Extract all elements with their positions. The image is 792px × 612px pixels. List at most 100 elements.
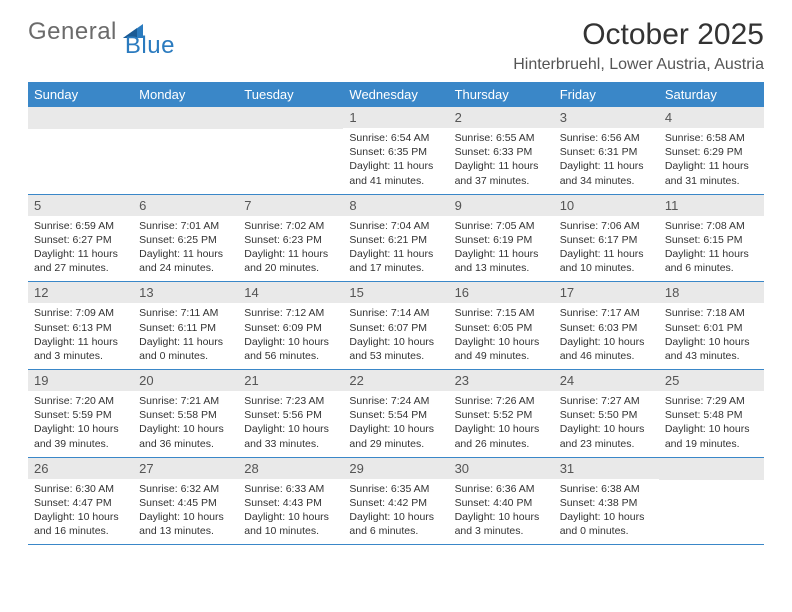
day-line: Sunset: 4:38 PM: [560, 496, 653, 510]
day-number: 29: [343, 458, 448, 479]
day-line: Daylight: 11 hours: [349, 159, 442, 173]
day-content: Sunrise: 6:38 AMSunset: 4:38 PMDaylight:…: [554, 479, 659, 545]
day-line: Sunset: 4:47 PM: [34, 496, 127, 510]
day-number: 31: [554, 458, 659, 479]
day-line: Sunrise: 7:17 AM: [560, 306, 653, 320]
day-content: Sunrise: 7:01 AMSunset: 6:25 PMDaylight:…: [133, 216, 238, 282]
day-line: Sunset: 6:23 PM: [244, 233, 337, 247]
day-line: Sunset: 6:15 PM: [665, 233, 758, 247]
day-line: and 0 minutes.: [139, 349, 232, 363]
day-number: 5: [28, 195, 133, 216]
weekday-header: Thursday: [449, 82, 554, 107]
day-cell: 29Sunrise: 6:35 AMSunset: 4:42 PMDayligh…: [343, 458, 448, 545]
day-line: and 6 minutes.: [665, 261, 758, 275]
day-line: Sunset: 6:13 PM: [34, 321, 127, 335]
day-line: Sunset: 6:27 PM: [34, 233, 127, 247]
day-line: Sunset: 4:40 PM: [455, 496, 548, 510]
day-number: 17: [554, 282, 659, 303]
day-line: Sunrise: 6:55 AM: [455, 131, 548, 145]
day-cell: 9Sunrise: 7:05 AMSunset: 6:19 PMDaylight…: [449, 195, 554, 282]
day-cell: 25Sunrise: 7:29 AMSunset: 5:48 PMDayligh…: [659, 370, 764, 457]
day-line: and 39 minutes.: [34, 437, 127, 451]
day-line: Daylight: 11 hours: [34, 247, 127, 261]
day-line: and 6 minutes.: [349, 524, 442, 538]
day-line: and 23 minutes.: [560, 437, 653, 451]
day-content: Sunrise: 7:27 AMSunset: 5:50 PMDaylight:…: [554, 391, 659, 457]
day-line: and 19 minutes.: [665, 437, 758, 451]
day-content: Sunrise: 6:55 AMSunset: 6:33 PMDaylight:…: [449, 128, 554, 194]
day-cell: 7Sunrise: 7:02 AMSunset: 6:23 PMDaylight…: [238, 195, 343, 282]
brand-part2: Blue: [125, 32, 175, 60]
day-content: [659, 480, 764, 489]
day-line: Sunrise: 6:38 AM: [560, 482, 653, 496]
day-content: Sunrise: 6:58 AMSunset: 6:29 PMDaylight:…: [659, 128, 764, 194]
weekday-header-row: SundayMondayTuesdayWednesdayThursdayFrid…: [28, 82, 764, 107]
day-line: Daylight: 10 hours: [244, 510, 337, 524]
day-cell: 21Sunrise: 7:23 AMSunset: 5:56 PMDayligh…: [238, 370, 343, 457]
day-line: Sunset: 5:50 PM: [560, 408, 653, 422]
day-line: Sunset: 5:59 PM: [34, 408, 127, 422]
day-cell: 18Sunrise: 7:18 AMSunset: 6:01 PMDayligh…: [659, 282, 764, 369]
day-line: Sunset: 5:52 PM: [455, 408, 548, 422]
day-number: 30: [449, 458, 554, 479]
day-content: [238, 129, 343, 138]
day-line: Sunrise: 7:01 AM: [139, 219, 232, 233]
day-cell: 23Sunrise: 7:26 AMSunset: 5:52 PMDayligh…: [449, 370, 554, 457]
day-line: and 56 minutes.: [244, 349, 337, 363]
day-line: Daylight: 11 hours: [455, 247, 548, 261]
day-line: Daylight: 11 hours: [34, 335, 127, 349]
day-line: Sunset: 6:01 PM: [665, 321, 758, 335]
day-cell: 4Sunrise: 6:58 AMSunset: 6:29 PMDaylight…: [659, 107, 764, 194]
day-line: Sunset: 5:48 PM: [665, 408, 758, 422]
day-line: and 26 minutes.: [455, 437, 548, 451]
day-content: Sunrise: 6:56 AMSunset: 6:31 PMDaylight:…: [554, 128, 659, 194]
day-line: Sunset: 6:33 PM: [455, 145, 548, 159]
day-line: and 16 minutes.: [34, 524, 127, 538]
day-line: Daylight: 10 hours: [560, 422, 653, 436]
day-line: Sunset: 5:56 PM: [244, 408, 337, 422]
day-line: Daylight: 10 hours: [349, 510, 442, 524]
day-line: Sunset: 4:42 PM: [349, 496, 442, 510]
day-number: 2: [449, 107, 554, 128]
day-line: Sunrise: 7:24 AM: [349, 394, 442, 408]
day-line: Sunrise: 7:09 AM: [34, 306, 127, 320]
day-cell: 27Sunrise: 6:32 AMSunset: 4:45 PMDayligh…: [133, 458, 238, 545]
day-line: Daylight: 10 hours: [244, 422, 337, 436]
day-content: Sunrise: 7:02 AMSunset: 6:23 PMDaylight:…: [238, 216, 343, 282]
day-line: Daylight: 10 hours: [455, 422, 548, 436]
day-number: 1: [343, 107, 448, 128]
day-cell: 28Sunrise: 6:33 AMSunset: 4:43 PMDayligh…: [238, 458, 343, 545]
brand-part1: General: [28, 18, 117, 46]
day-line: Sunset: 4:43 PM: [244, 496, 337, 510]
day-content: Sunrise: 6:36 AMSunset: 4:40 PMDaylight:…: [449, 479, 554, 545]
day-line: Sunset: 6:11 PM: [139, 321, 232, 335]
day-number: 10: [554, 195, 659, 216]
day-line: Sunset: 6:35 PM: [349, 145, 442, 159]
day-line: Sunrise: 6:33 AM: [244, 482, 337, 496]
day-line: Daylight: 10 hours: [665, 422, 758, 436]
day-content: Sunrise: 7:12 AMSunset: 6:09 PMDaylight:…: [238, 303, 343, 369]
day-cell: 6Sunrise: 7:01 AMSunset: 6:25 PMDaylight…: [133, 195, 238, 282]
day-line: Sunrise: 6:54 AM: [349, 131, 442, 145]
day-line: Daylight: 11 hours: [560, 159, 653, 173]
brand-logo: General Blue: [28, 18, 197, 46]
day-line: and 43 minutes.: [665, 349, 758, 363]
week-row: 12Sunrise: 7:09 AMSunset: 6:13 PMDayligh…: [28, 282, 764, 370]
day-number: 7: [238, 195, 343, 216]
day-cell: [238, 107, 343, 194]
day-line: Daylight: 11 hours: [665, 159, 758, 173]
day-number: 25: [659, 370, 764, 391]
day-line: Sunrise: 6:58 AM: [665, 131, 758, 145]
day-line: Daylight: 10 hours: [139, 422, 232, 436]
day-content: Sunrise: 6:32 AMSunset: 4:45 PMDaylight:…: [133, 479, 238, 545]
week-row: 19Sunrise: 7:20 AMSunset: 5:59 PMDayligh…: [28, 370, 764, 458]
day-line: Daylight: 11 hours: [560, 247, 653, 261]
day-content: Sunrise: 7:18 AMSunset: 6:01 PMDaylight:…: [659, 303, 764, 369]
day-cell: 10Sunrise: 7:06 AMSunset: 6:17 PMDayligh…: [554, 195, 659, 282]
day-cell: 24Sunrise: 7:27 AMSunset: 5:50 PMDayligh…: [554, 370, 659, 457]
day-line: Sunset: 6:25 PM: [139, 233, 232, 247]
month-title: October 2025: [513, 18, 764, 52]
day-content: Sunrise: 6:35 AMSunset: 4:42 PMDaylight:…: [343, 479, 448, 545]
day-number: 11: [659, 195, 764, 216]
day-line: Sunrise: 7:12 AM: [244, 306, 337, 320]
